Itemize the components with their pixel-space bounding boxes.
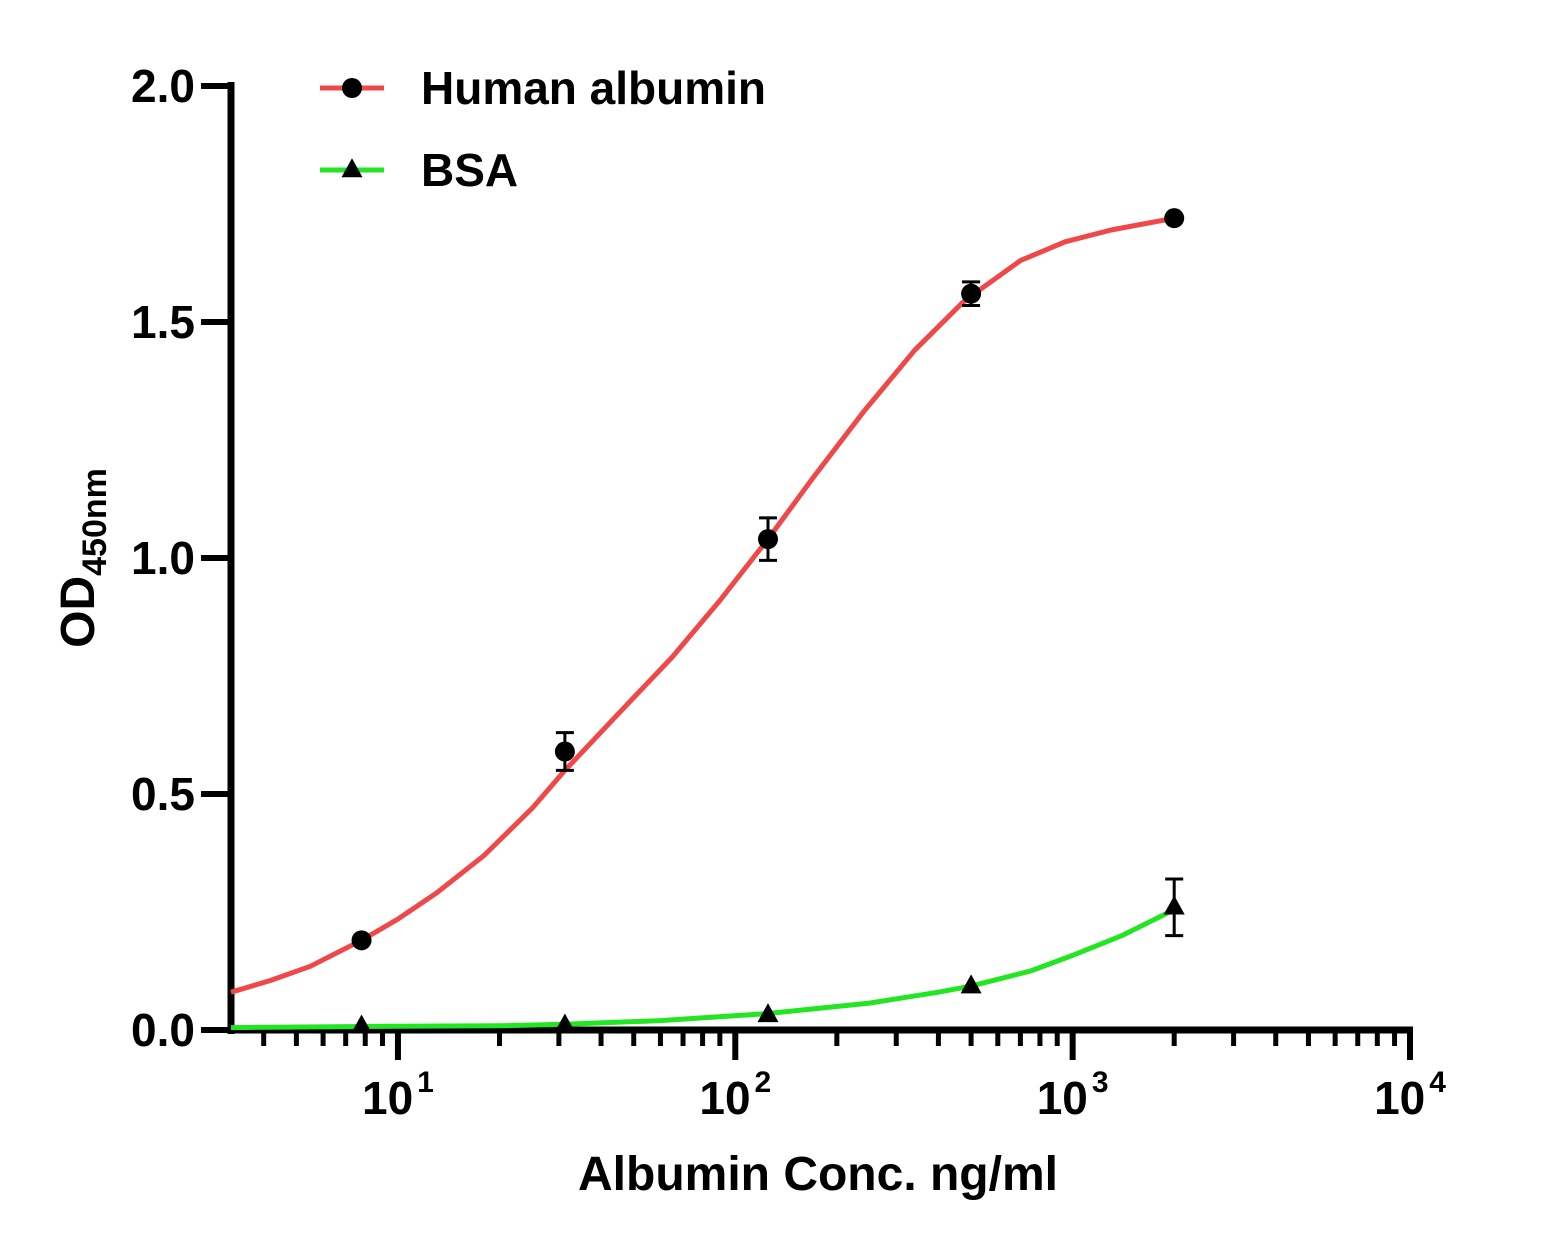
data-point bbox=[757, 1003, 779, 1023]
axes: 0.00.51.01.52.010 1 10 2 10 3 10 4 bbox=[131, 60, 1446, 1124]
data-point bbox=[554, 1013, 576, 1033]
y-tick-label: 2.0 bbox=[131, 60, 195, 112]
series-line bbox=[230, 215, 1175, 995]
data-point bbox=[351, 930, 372, 951]
data-point bbox=[351, 1014, 373, 1034]
y-tick-label: 1.5 bbox=[131, 296, 195, 348]
data-point bbox=[554, 741, 575, 762]
y-axis-title-subscript: 450nm bbox=[76, 468, 114, 576]
x-tick-label-base: 10 bbox=[699, 1072, 750, 1124]
legend-marker bbox=[342, 78, 362, 98]
data-point bbox=[1163, 895, 1185, 915]
x-tick-label-base: 10 bbox=[1037, 1072, 1088, 1124]
data-point bbox=[961, 283, 982, 304]
x-tick-label: 10 2 bbox=[699, 1066, 771, 1124]
legend-item-1: Human albumin bbox=[320, 62, 766, 114]
y-axis-title-main: OD bbox=[52, 576, 105, 648]
x-tick-label-base: 10 bbox=[362, 1072, 413, 1124]
y-tick-label: 1.0 bbox=[131, 532, 195, 584]
x-tick-label: 10 3 bbox=[1037, 1066, 1109, 1124]
data-point bbox=[757, 529, 778, 550]
x-tick-label: 10 4 bbox=[1374, 1066, 1446, 1124]
series-1 bbox=[230, 208, 1185, 995]
x-tick-label: 10 1 bbox=[362, 1066, 434, 1124]
y-tick-label: 0.5 bbox=[131, 768, 195, 820]
y-axis-title: OD450nm bbox=[52, 468, 114, 648]
x-tick-label-exponent: 1 bbox=[417, 1066, 434, 1099]
series-2 bbox=[230, 877, 1185, 1034]
legend: Human albumin BSA bbox=[320, 62, 766, 196]
x-tick-label-base: 10 bbox=[1374, 1072, 1425, 1124]
x-tick-label-exponent: 3 bbox=[1092, 1066, 1109, 1099]
data-point bbox=[1164, 208, 1185, 229]
x-axis-title: Albumin Conc. ng/ml bbox=[578, 1148, 1058, 1201]
x-tick-label-exponent: 4 bbox=[1429, 1066, 1446, 1099]
y-tick-label: 0.0 bbox=[131, 1004, 195, 1056]
series-layer bbox=[230, 208, 1185, 1034]
series-line bbox=[230, 907, 1176, 1031]
data-point bbox=[960, 974, 982, 994]
legend-label: Human albumin bbox=[421, 62, 766, 114]
legend-item-2: BSA bbox=[320, 144, 518, 196]
legend-marker bbox=[341, 158, 363, 178]
x-tick-label-exponent: 2 bbox=[755, 1066, 772, 1099]
legend-label: BSA bbox=[421, 144, 518, 196]
